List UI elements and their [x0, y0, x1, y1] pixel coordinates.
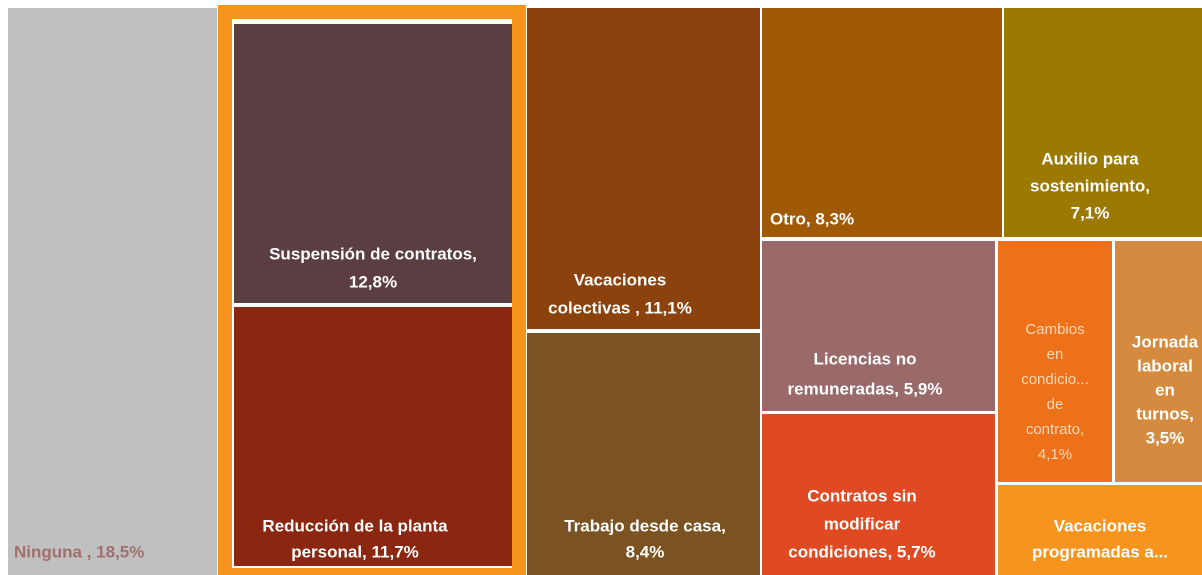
- cell-label: Contratos sin: [807, 486, 917, 505]
- cell-label: Vacaciones: [574, 270, 667, 289]
- cell-label: 7,1%: [1071, 203, 1110, 222]
- cell-label: Vacaciones: [1054, 516, 1147, 535]
- cell-label: modificar: [824, 514, 901, 533]
- cell-label: en: [1047, 346, 1064, 363]
- cell-label: personal, 11,7%: [291, 542, 419, 561]
- treemap-cell: [1115, 241, 1202, 482]
- cell-label: Ninguna , 18,5%: [14, 542, 144, 561]
- cell-label: Otro, 8,3%: [770, 209, 854, 228]
- cell-label: Trabajo desde casa,: [564, 516, 726, 535]
- cell-label: de: [1047, 396, 1064, 413]
- treemap-cell: [8, 8, 217, 575]
- treemap-cell: [762, 8, 1002, 237]
- cell-label: 12,8%: [349, 272, 397, 291]
- cell-label: Reducción de la planta: [262, 516, 448, 535]
- cell-label: condiciones, 5,7%: [788, 542, 935, 561]
- cell-label: Auxilio para: [1041, 149, 1139, 168]
- cell-label: sostenimiento,: [1030, 176, 1150, 195]
- cell-label: 3,5%: [1146, 428, 1185, 447]
- treemap-cell: [998, 485, 1202, 575]
- highlight-frame: [218, 5, 526, 575]
- cell-label: Licencias no: [814, 349, 917, 368]
- treemap-cell: [527, 8, 760, 329]
- cell-label: contrato,: [1026, 421, 1084, 438]
- cell-label: remuneradas, 5,9%: [788, 379, 943, 398]
- cell-label: Cambios: [1025, 321, 1084, 338]
- cell-label: 8,4%: [626, 542, 665, 561]
- cell-label: en: [1155, 380, 1175, 399]
- cell-label: Jornada: [1132, 332, 1199, 351]
- treemap-cell: [527, 333, 760, 575]
- cell-label: 4,1%: [1038, 446, 1072, 463]
- treemap-cell: [234, 24, 512, 303]
- cell-label: condicio...: [1021, 371, 1089, 388]
- treemap-cell: [234, 307, 512, 566]
- cell-label: turnos,: [1136, 404, 1194, 423]
- treemap-cell: [762, 414, 995, 575]
- cell-label: colectivas , 11,1%: [548, 298, 692, 317]
- cell-label: laboral: [1137, 356, 1193, 375]
- treemap-cell: [1004, 8, 1202, 237]
- treemap-cell: [762, 241, 995, 411]
- cell-label: programadas a...: [1032, 542, 1168, 561]
- treemap-cell: [998, 241, 1112, 482]
- cell-label: Suspensión de contratos,: [269, 244, 477, 263]
